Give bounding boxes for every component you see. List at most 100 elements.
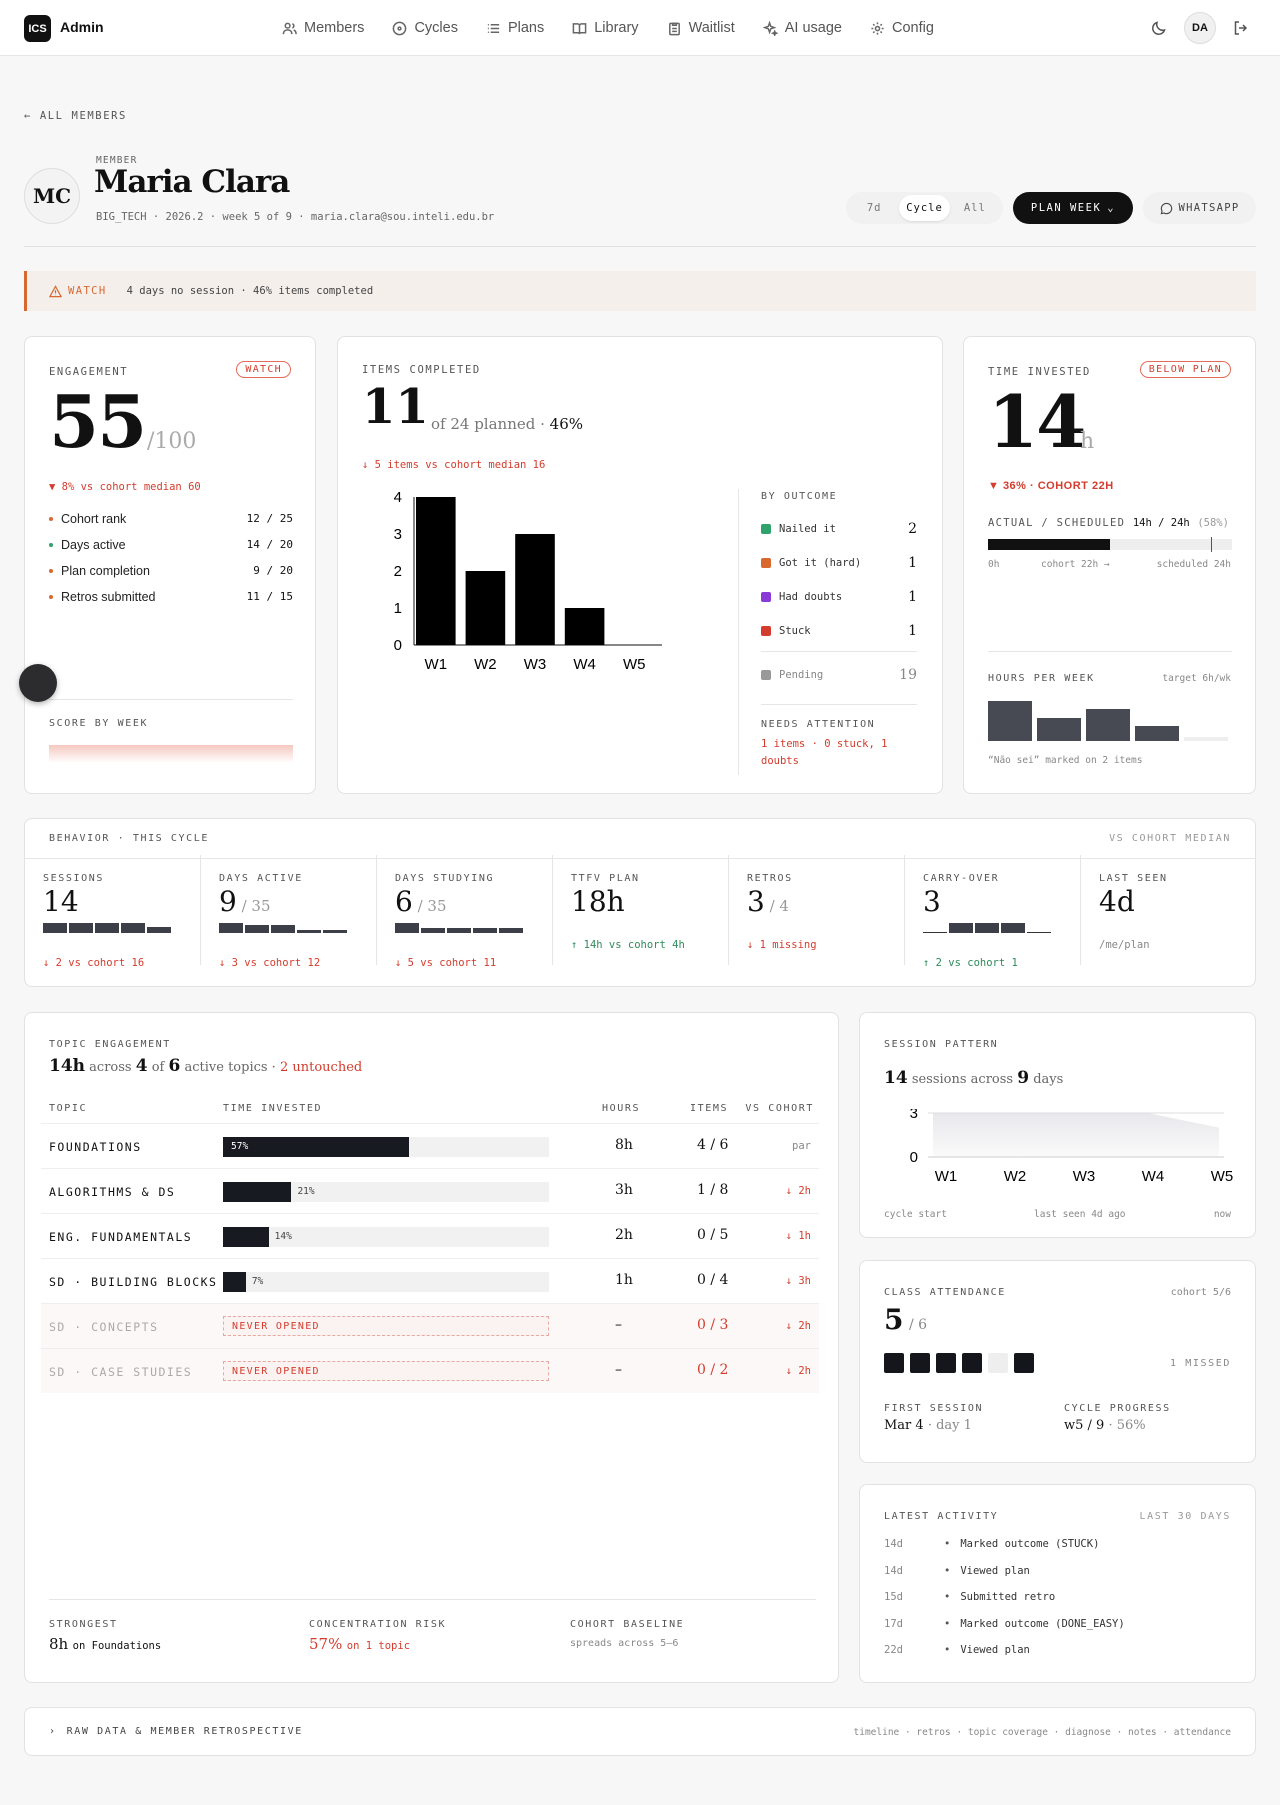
bar bbox=[465, 571, 506, 645]
nav-config[interactable]: Config bbox=[870, 0, 934, 56]
activity-time: 22d bbox=[884, 1644, 903, 1656]
time-pct: 14% bbox=[274, 1231, 292, 1242]
range-7d[interactable]: 7d bbox=[866, 202, 882, 214]
first-session-label: FIRST SESSION bbox=[884, 1403, 984, 1414]
users-icon bbox=[282, 22, 297, 34]
nav-library[interactable]: Library bbox=[572, 0, 639, 56]
x-tick-label: W4 bbox=[1142, 1168, 1165, 1185]
stat-value: 12 / 25 bbox=[246, 512, 293, 525]
outcome-row: Stuck 1 bbox=[761, 623, 917, 639]
activity-time: 14d bbox=[884, 1564, 903, 1577]
session-area-chart: 3 0 W1 W2 W3 W4 W5 bbox=[910, 1109, 1234, 1185]
topic-vs-cohort: ↓ 2h bbox=[785, 1185, 811, 1197]
activity-text: Marked outcome (STUCK) bbox=[944, 1538, 1099, 1550]
raw-data-label: RAW DATA & MEMBER RETROSPECTIVE bbox=[66, 1726, 303, 1737]
topic-name: FOUNDATIONS bbox=[49, 1140, 142, 1154]
col-cohort: VS COHORT bbox=[745, 1103, 814, 1114]
status-badge: WATCH bbox=[236, 361, 291, 378]
scale-right: scheduled 24h bbox=[1156, 559, 1231, 570]
spark-bar bbox=[69, 923, 93, 933]
nav-members[interactable]: Members bbox=[282, 0, 364, 56]
stat-label: Plan completion bbox=[61, 564, 150, 578]
table-row[interactable]: FOUNDATIONS 57% 8h 4 / 6 par bbox=[41, 1123, 819, 1168]
activity-item: 14d Viewed plan bbox=[884, 1565, 1030, 1577]
metric-last-seen: LAST SEEN 4d/me/plan bbox=[1081, 855, 1257, 965]
summary-untouched: 2 untouched bbox=[279, 1060, 363, 1075]
footer-label: COHORT BASELINE bbox=[570, 1619, 685, 1630]
stat-label: Days active bbox=[61, 538, 126, 552]
raw-data-links[interactable]: timeline · retros · topic coverage · dia… bbox=[853, 1727, 1232, 1738]
metric-label: DAYS STUDYING bbox=[395, 873, 495, 884]
nav-cycles[interactable]: Cycles bbox=[392, 0, 458, 56]
spark-bar bbox=[147, 927, 171, 933]
time-pct: 57% bbox=[231, 1141, 249, 1152]
divider bbox=[24, 246, 1256, 247]
footer-label: STRONGEST bbox=[49, 1619, 118, 1630]
member-avatar: MC bbox=[24, 168, 80, 224]
spark-bar bbox=[421, 928, 445, 933]
table-row[interactable]: SD · CASE STUDIES NEVER OPENED – 0 / 2 ↓ 2h bbox=[41, 1348, 819, 1393]
score-by-week-label: SCORE BY WEEK bbox=[49, 718, 149, 729]
hours-bar bbox=[1184, 737, 1228, 741]
first-session-value: Mar 4 bbox=[884, 1418, 924, 1433]
arrow-left-icon: ← bbox=[24, 110, 40, 122]
engagement-delta: ▼ 8% vs cohort median 60 bbox=[49, 481, 201, 493]
topic-name: SD · CONCEPTS bbox=[49, 1320, 159, 1334]
back-link[interactable]: ← ALL MEMBERS bbox=[24, 110, 127, 122]
plan-week-button[interactable]: PLAN WEEK ⌄ bbox=[1013, 192, 1133, 224]
items-value: 11 bbox=[362, 379, 429, 435]
nav-waitlist[interactable]: Waitlist bbox=[667, 0, 735, 56]
nav-label: AI usage bbox=[784, 20, 842, 36]
floating-cursor-dot[interactable] bbox=[19, 664, 57, 702]
topic-hours: – bbox=[615, 1317, 622, 1333]
raw-data-toggle[interactable]: › RAW DATA & MEMBER RETROSPECTIVE bbox=[49, 1726, 303, 1737]
table-row[interactable]: ENG. FUNDAMENTALS 14% 2h 0 / 5 ↓ 1h bbox=[41, 1213, 819, 1258]
time-progress-fill bbox=[988, 539, 1110, 550]
x-tick-label: W2 bbox=[474, 656, 497, 673]
raw-data-row[interactable]: › RAW DATA & MEMBER RETROSPECTIVE timelin… bbox=[24, 1707, 1256, 1756]
bar bbox=[515, 534, 555, 645]
outcome-row-pending: Pending 19 bbox=[761, 667, 917, 683]
nav-label: Members bbox=[304, 20, 365, 36]
range-cycle[interactable]: Cycle bbox=[899, 195, 950, 221]
topic-hours: 1h bbox=[615, 1272, 633, 1288]
session-tail: days bbox=[1033, 1072, 1064, 1087]
attendance-cohort: cohort 5/6 bbox=[1170, 1287, 1231, 1298]
whatsapp-button[interactable]: WHATSAPP bbox=[1143, 192, 1256, 224]
session-area bbox=[933, 1113, 1219, 1157]
topic-hours: – bbox=[615, 1362, 622, 1378]
brand-name[interactable]: Admin bbox=[60, 19, 104, 35]
stat-value: 14 / 20 bbox=[246, 538, 293, 551]
missed-square bbox=[988, 1353, 1008, 1373]
user-avatar[interactable]: DA bbox=[1184, 12, 1216, 44]
table-row[interactable]: SD · BUILDING BLOCKS 7% 1h 0 / 4 ↓ 3h bbox=[41, 1258, 819, 1303]
table-row[interactable]: SD · CONCEPTS NEVER OPENED – 0 / 3 ↓ 2h bbox=[41, 1303, 819, 1348]
range-toggle: 7d Cycle All bbox=[846, 192, 1003, 224]
attended-square bbox=[884, 1353, 904, 1373]
nav-ai-usage[interactable]: AI usage bbox=[762, 0, 842, 56]
x-tick-label: W3 bbox=[524, 656, 547, 673]
time-bar: 57% bbox=[223, 1137, 549, 1157]
logout-icon[interactable] bbox=[1232, 19, 1250, 37]
nav-plans[interactable]: Plans bbox=[486, 0, 544, 56]
activity-item: 17d Marked outcome (DONE_EASY) bbox=[884, 1618, 1125, 1630]
table-row[interactable]: ALGORITHMS & DS 21% 3h 1 / 8 ↓ 2h bbox=[41, 1168, 819, 1213]
x-tick-label: W1 bbox=[425, 656, 448, 673]
time-invested-card: TIME INVESTED BELOW PLAN 14 h ▼ 36% · CO… bbox=[963, 336, 1256, 794]
activity-item: 22d Viewed plan bbox=[884, 1644, 1030, 1656]
metric-value: 18h bbox=[571, 885, 625, 918]
moon-icon[interactable] bbox=[1150, 19, 1168, 37]
back-label: ALL MEMBERS bbox=[39, 110, 127, 122]
summary-hours: 14h bbox=[49, 1056, 86, 1076]
divider bbox=[49, 699, 293, 700]
needs-attention-text: 1 items · 0 stuck, 1 doubts bbox=[761, 738, 888, 767]
range-all[interactable]: All bbox=[963, 202, 986, 214]
attendance-label: CLASS ATTENDANCE bbox=[884, 1287, 1006, 1298]
metric-retros: RETROS 3 / 4 ↓ 1 missing bbox=[729, 855, 905, 965]
outcome-swatch bbox=[761, 592, 771, 602]
chat-icon bbox=[1160, 202, 1172, 214]
outcome-swatch bbox=[761, 670, 771, 680]
stat-label: Retros submitted bbox=[61, 590, 156, 604]
app-logo[interactable]: ICS bbox=[24, 15, 51, 42]
spark-bar bbox=[271, 925, 295, 933]
